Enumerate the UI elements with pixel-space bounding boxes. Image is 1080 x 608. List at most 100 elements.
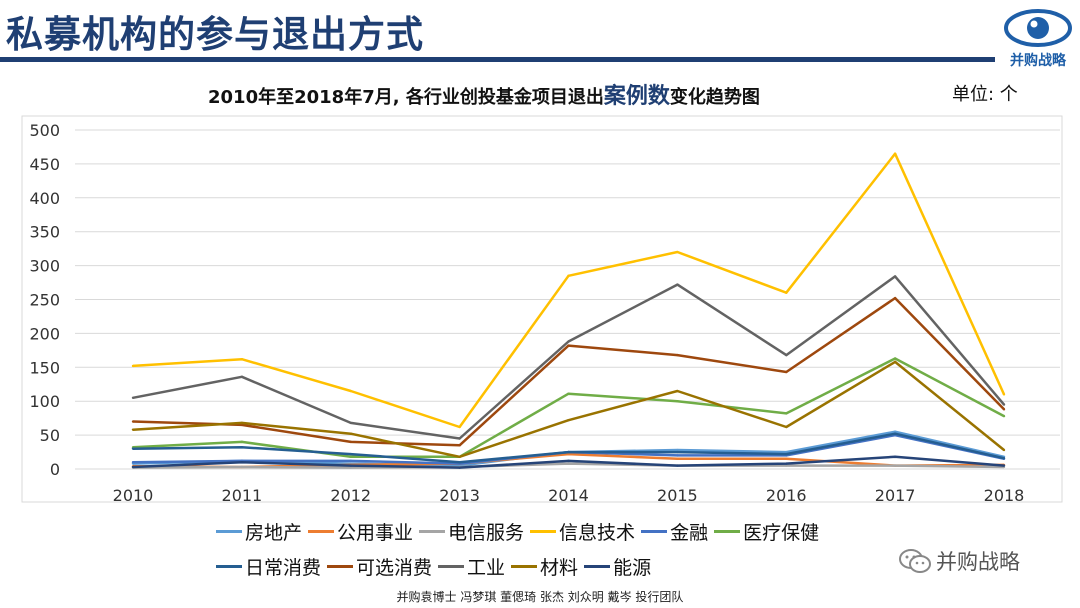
page-title: 私募机构的参与退出方式 [6,13,424,56]
title-divider [0,57,995,62]
data-point [785,450,788,454]
data-point [676,450,679,454]
logo-text: 并购战略 [1010,53,1066,69]
data-point [1002,464,1006,467]
data-point [676,400,679,403]
data-point [349,452,352,456]
data-point [131,396,135,400]
data-point [1002,448,1006,452]
chart-title-prefix: 2010年至2018年7月, 各行业创投基金项目退出 [208,87,604,108]
data-point [1002,393,1006,396]
data-point [785,452,788,456]
credits-footer: 并购袁博士 冯梦琪 董偲琦 张杰 刘众明 戴岑 投行团队 [396,590,684,604]
data-point [349,464,352,467]
data-point [785,353,788,357]
data-point [785,412,788,415]
data-point [676,353,679,357]
data-point [131,364,135,368]
data-point [893,296,897,300]
data-point [458,444,461,447]
data-point [676,457,679,461]
legend-label: 能源 [613,556,652,579]
data-point [785,464,788,467]
data-point [785,462,788,465]
x-tick-label: 2013 [439,486,480,505]
data-point [893,430,897,433]
data-point [349,432,352,435]
chart-title: 2010年至2018年7月, 各行业创投基金项目退出案例数变化趋势图 [208,78,760,110]
x-tick-label: 2010 [113,486,154,505]
data-point [676,283,679,286]
data-point [240,446,244,449]
legend-label: 材料 [540,556,579,579]
data-point [893,360,897,364]
legend-swatch [216,529,242,533]
legend-swatch [584,564,611,568]
data-point [785,425,788,429]
legend-item: 能源 [584,553,651,580]
data-point [458,466,461,469]
y-tick-label: 500 [29,121,60,140]
legend-item: 工业 [438,553,505,580]
data-point [131,447,135,450]
data-point [1002,414,1006,418]
y-tick-label: 350 [29,223,60,242]
data-point [1002,408,1006,411]
data-point [567,450,570,454]
line-chart: 0 50 100 150 200 250 300 350 400 450 500 2010 2011 20… [21,115,1063,505]
plot-border [21,115,1063,503]
legend-item: 医疗保健 [714,518,819,545]
y-tick-label: 150 [29,358,60,377]
chart-legend: 房地产 公用事业 电信服务 信息技术 金融 医疗保健 日常消费 可选消费 工业 材料 能源 [216,516,896,586]
data-point [567,452,570,456]
legend-swatch [641,529,668,533]
legend-label: 日常消费 [245,556,322,579]
unit-label: 单位: 个 [952,84,1018,105]
legend-row: 日常消费 可选消费 工业 材料 能源 [216,551,896,581]
legend-label: 可选消费 [356,556,433,579]
legend-label: 房地产 [245,521,303,544]
y-tick-label: 200 [29,324,60,343]
legend-item: 日常消费 [216,553,321,580]
data-point [240,421,244,425]
data-point [458,425,461,429]
legend-swatch [419,529,446,533]
data-point [893,464,897,467]
x-tick-label: 2014 [548,486,589,505]
x-tick-label: 2015 [657,486,698,505]
data-point [131,461,135,464]
data-point [893,275,897,278]
data-point [893,357,897,360]
y-tick-label: 250 [29,291,60,310]
y-tick-label: 0 [50,460,60,479]
data-point [240,465,244,469]
data-point [240,423,244,427]
x-tick-label: 2018 [984,486,1025,505]
data-point [1002,403,1006,406]
legend-item: 金融 [641,518,708,545]
data-point [240,357,244,361]
data-point [567,459,570,463]
legend-item: 材料 [511,553,578,580]
wechat-label: 并购战略 [936,550,1020,574]
data-point [785,291,788,294]
legend-label: 医疗保健 [743,521,820,544]
data-point [676,389,679,393]
wechat-account: 并购战略 [898,546,1020,576]
data-point [676,250,679,254]
series-line-可选消费 [132,296,1005,447]
data-point [131,420,135,423]
data-point [893,455,897,458]
data-point [785,370,788,374]
data-point [131,465,135,469]
data-point [349,440,352,444]
data-point [458,461,461,464]
data-point [676,448,679,452]
data-point [785,457,788,461]
legend-item: 可选消费 [327,553,432,580]
chart-title-highlight: 案例数 [603,84,670,109]
x-tick-label: 2011 [222,486,263,505]
data-point [1002,456,1006,460]
data-point [131,428,135,431]
data-point [567,418,570,422]
